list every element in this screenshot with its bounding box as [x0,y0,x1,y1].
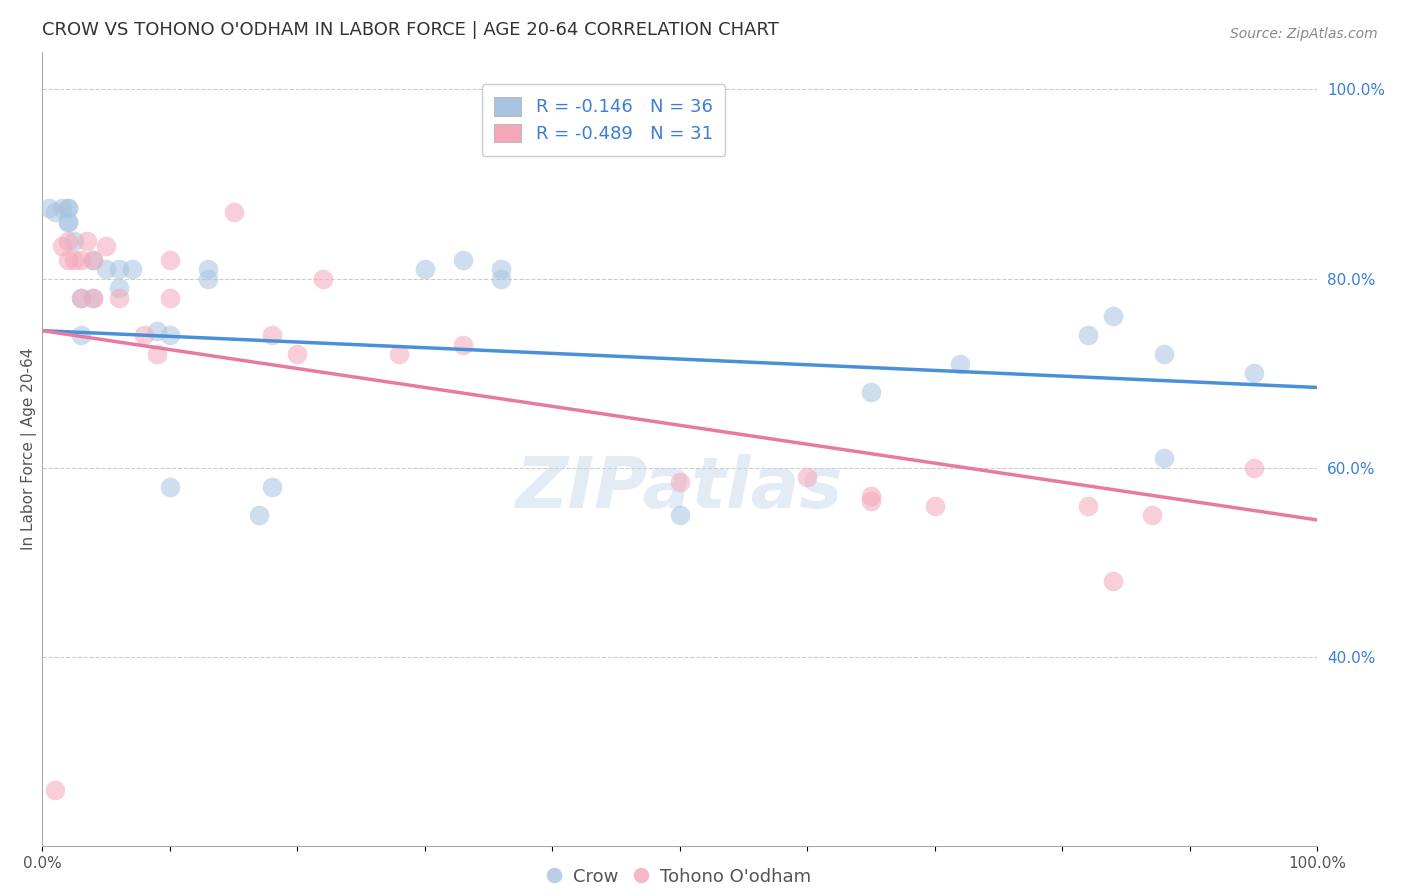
Point [1102,310,1125,324]
Point [134,328,156,343]
Point [76,234,98,248]
Point [82,291,104,305]
Point [1102,574,1125,589]
Point [796,470,818,484]
Text: ZIPatlas: ZIPatlas [516,454,844,524]
Point [51,201,73,215]
Point [82,252,104,267]
Point [94,238,117,252]
Point [51,238,73,252]
Point [949,357,972,371]
Point [1140,508,1163,523]
Point [94,262,117,277]
Point [388,347,411,361]
Point [69,291,91,305]
Point [312,271,335,285]
Y-axis label: In Labor Force | Age 20-64: In Labor Force | Age 20-64 [21,348,37,550]
Point [413,262,436,277]
Point [669,475,692,489]
Point [491,262,513,277]
Point [287,347,309,361]
Point [44,782,66,797]
Point [63,234,86,248]
Point [63,252,86,267]
Point [451,252,474,267]
Text: CROW VS TOHONO O'ODHAM IN LABOR FORCE | AGE 20-64 CORRELATION CHART: CROW VS TOHONO O'ODHAM IN LABOR FORCE | … [42,21,779,39]
Point [56,234,79,248]
Point [451,338,474,352]
Point [1153,451,1175,466]
Point [1077,499,1099,513]
Point [159,291,181,305]
Point [159,252,181,267]
Text: Source: ZipAtlas.com: Source: ZipAtlas.com [1230,27,1378,41]
Point [159,328,181,343]
Point [108,281,131,295]
Point [56,215,79,229]
Point [1243,461,1265,475]
Legend: R = -0.146   N = 36, R = -0.489   N = 31: R = -0.146 N = 36, R = -0.489 N = 31 [481,85,725,155]
Point [69,328,91,343]
Point [860,489,883,503]
Point [579,120,602,135]
Point [69,291,91,305]
Point [82,291,104,305]
Point [44,205,66,219]
Point [197,262,219,277]
Point [56,201,79,215]
Point [146,324,169,338]
Point [146,347,169,361]
Point [56,201,79,215]
Point [247,508,270,523]
Point [491,271,513,285]
Point [669,508,692,523]
Point [1077,328,1099,343]
Point [860,494,883,508]
Point [260,328,283,343]
Point [159,480,181,494]
Point [108,291,131,305]
Point [1243,366,1265,380]
Point [82,252,104,267]
Point [260,480,283,494]
Point [222,205,245,219]
Point [108,262,131,277]
Point [860,385,883,400]
Point [924,499,946,513]
Point [1153,347,1175,361]
Point [69,252,91,267]
Point [197,271,219,285]
Point [121,262,143,277]
Point [56,252,79,267]
Point [38,201,60,215]
Point [56,215,79,229]
